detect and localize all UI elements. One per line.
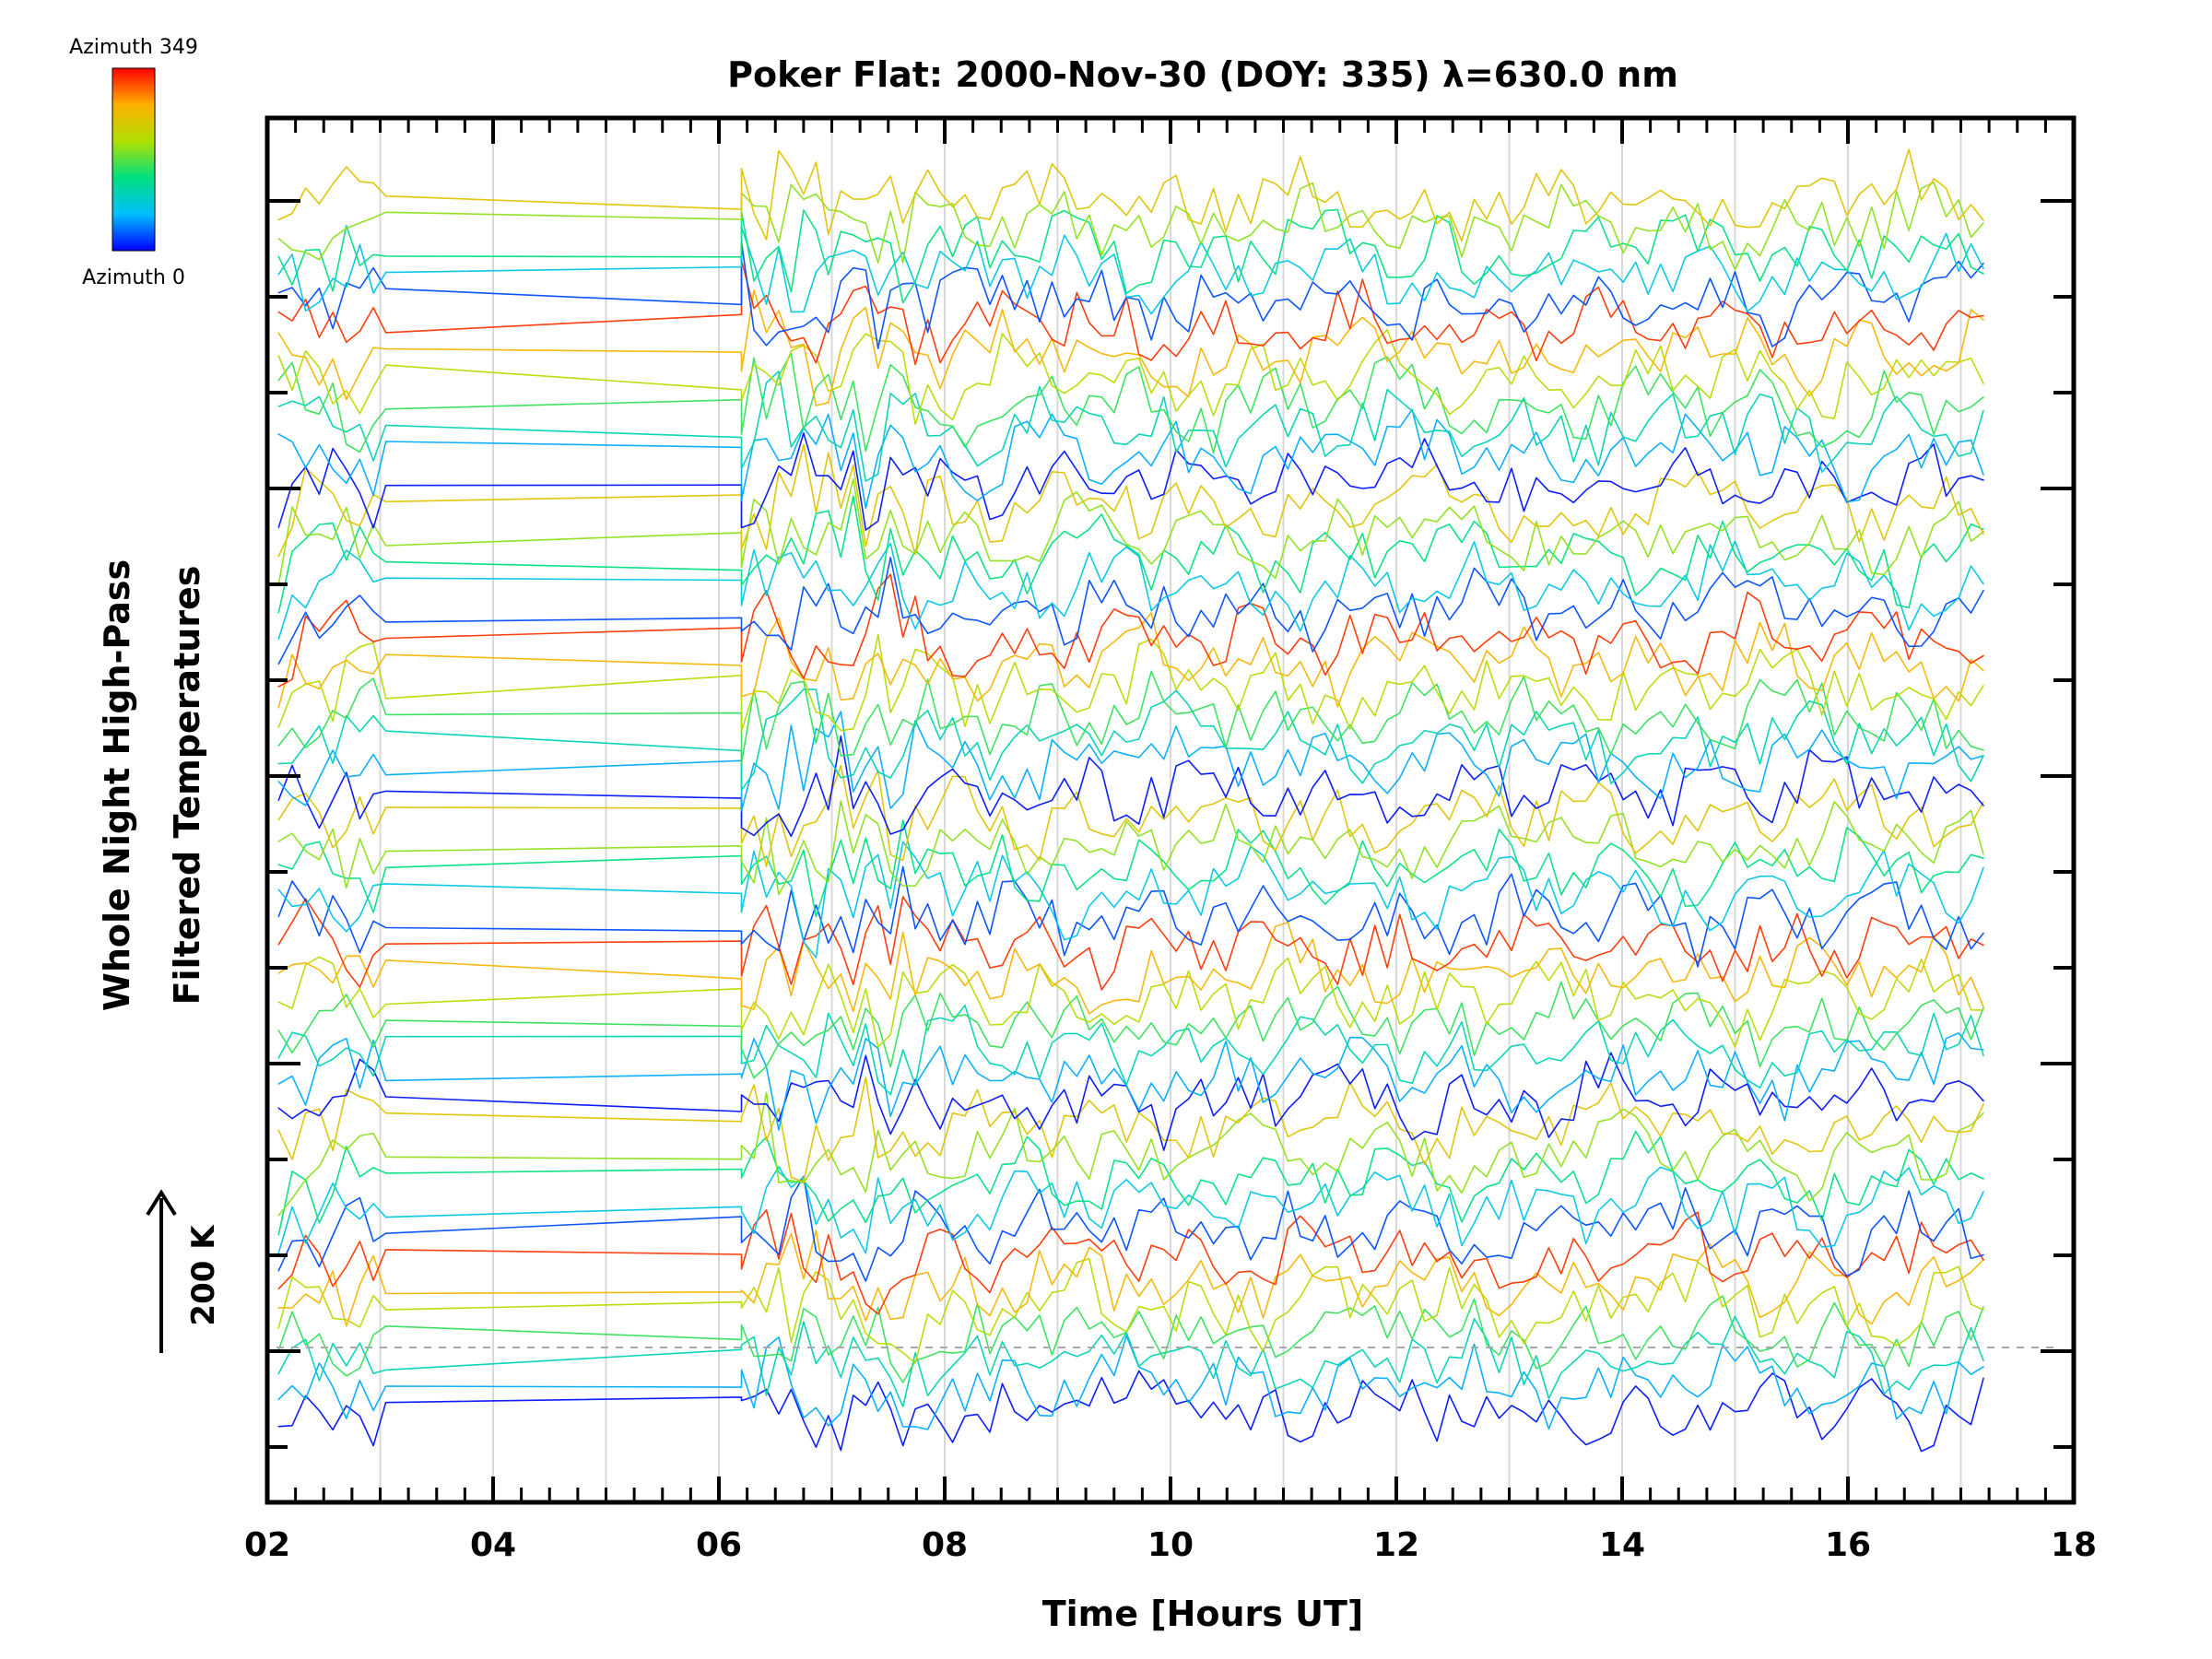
colorbar-gradient bbox=[112, 67, 156, 252]
x-tick-label: 12 bbox=[1373, 1526, 1419, 1564]
x-tick-label: 04 bbox=[470, 1526, 516, 1564]
temperature-series-line bbox=[277, 289, 1984, 406]
temperature-series-line bbox=[277, 981, 1984, 1079]
temperature-series-line bbox=[277, 259, 1984, 366]
temperature-series-line bbox=[277, 865, 1984, 968]
scale-bar-arrow-head bbox=[146, 1189, 177, 1217]
temperature-series-line bbox=[277, 1166, 1984, 1254]
y-ticks bbox=[267, 199, 2074, 1449]
temperature-series-line bbox=[277, 182, 1984, 271]
x-tick-label: 02 bbox=[244, 1526, 290, 1564]
temperature-series-line bbox=[277, 1257, 1984, 1364]
temperature-series-line bbox=[277, 1315, 1984, 1407]
x-tick-label: 16 bbox=[1825, 1526, 1871, 1564]
temperature-series-line bbox=[277, 956, 1984, 1048]
temperature-series-line bbox=[277, 1130, 1984, 1236]
x-tick-label: 06 bbox=[696, 1526, 742, 1564]
y-axis-label-line-1: Whole Night High-Pass bbox=[97, 559, 137, 1011]
temperature-series-line bbox=[277, 1175, 1984, 1282]
temperature-series-line bbox=[277, 1370, 1984, 1453]
x-tick-label: 18 bbox=[2051, 1526, 2097, 1564]
scale-bar-label: 200 K bbox=[185, 1224, 222, 1326]
temperature-series-line bbox=[277, 841, 1984, 959]
x-tick-label: 08 bbox=[922, 1526, 968, 1564]
temperature-series-line bbox=[277, 443, 1984, 558]
temperature-series-line bbox=[277, 711, 1984, 812]
colorbar-bottom-label: Azimuth 0 bbox=[82, 266, 185, 289]
x-axis-label: Time [Hours UT] bbox=[1042, 1594, 1364, 1634]
temperature-series-line bbox=[277, 765, 1984, 867]
temperature-scale-bar: 200 K bbox=[146, 1189, 222, 1353]
series-lines bbox=[277, 148, 1984, 1453]
azimuth-colorbar: Azimuth 349 Azimuth 0 bbox=[69, 36, 198, 289]
temperature-series-line bbox=[277, 432, 1984, 531]
temperature-series-line bbox=[277, 226, 1984, 315]
temperature-series-line bbox=[277, 612, 1984, 709]
y-axis-label-line-2: Filtered Temperatures bbox=[167, 566, 207, 1006]
chart-title: Poker Flat: 2000-Nov-30 (DOY: 335) λ=630… bbox=[727, 54, 1678, 95]
vertical-grid bbox=[379, 122, 1962, 1499]
temperature-series-line bbox=[277, 557, 1984, 665]
temperature-series-line bbox=[277, 1091, 1984, 1217]
temperature-series-line bbox=[277, 208, 1984, 304]
temperature-series-line bbox=[277, 800, 1984, 896]
temperature-series-line bbox=[277, 1005, 1984, 1096]
temperature-series-line bbox=[277, 241, 1984, 349]
temperature-series-line bbox=[277, 477, 1984, 586]
temperature-series-line bbox=[277, 1077, 1984, 1182]
temperature-series-line bbox=[277, 922, 1984, 1015]
temperature-series-line bbox=[277, 670, 1984, 765]
temperature-series-line bbox=[277, 495, 1984, 614]
temperature-series-line bbox=[277, 1052, 1984, 1151]
temperature-series-line bbox=[277, 148, 1984, 242]
x-tick-labels: 02 04 06 08 10 12 14 16 18 bbox=[244, 1526, 2097, 1564]
x-tick-label: 14 bbox=[1599, 1526, 1645, 1564]
temperature-series-line bbox=[277, 1209, 1984, 1315]
temperature-series-line bbox=[277, 688, 1984, 792]
temperature-series-line bbox=[277, 634, 1984, 733]
temperature-series-line bbox=[277, 371, 1984, 482]
temperature-series-line bbox=[277, 573, 1984, 688]
temperature-series-line bbox=[277, 408, 1984, 510]
temperature-series-line bbox=[277, 1032, 1984, 1131]
x-ticks bbox=[265, 118, 2076, 1502]
colorbar-top-label: Azimuth 349 bbox=[69, 36, 198, 59]
temperature-series-line bbox=[277, 819, 1984, 918]
temperature-series-line bbox=[277, 1335, 1984, 1430]
x-tick-label: 10 bbox=[1147, 1526, 1194, 1564]
temperature-series-line bbox=[277, 328, 1984, 425]
temperature-series-line bbox=[277, 896, 1984, 991]
temperature-series-line bbox=[277, 540, 1984, 641]
temperature-series-line bbox=[277, 735, 1984, 838]
temperature-series-line bbox=[277, 1230, 1984, 1327]
